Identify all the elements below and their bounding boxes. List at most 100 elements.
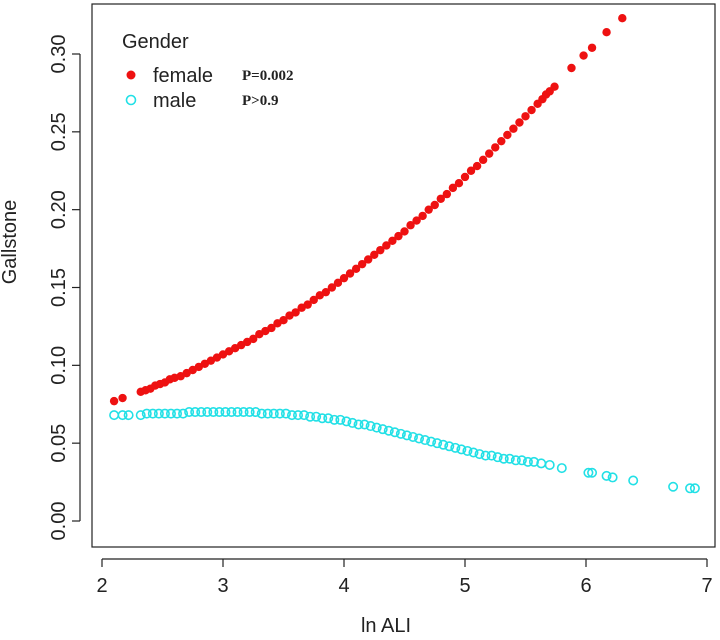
male-point bbox=[159, 408, 170, 419]
male-point bbox=[153, 408, 164, 419]
male-point bbox=[165, 408, 176, 419]
y-axis-title: Gallstone bbox=[0, 200, 21, 285]
male-point bbox=[607, 472, 618, 483]
female-point bbox=[345, 269, 355, 278]
female-point bbox=[118, 393, 127, 403]
male-point bbox=[347, 417, 358, 428]
female-point bbox=[400, 227, 409, 236]
female-point bbox=[303, 300, 312, 309]
male-point bbox=[544, 459, 555, 470]
male-point bbox=[498, 453, 509, 464]
female-point bbox=[406, 221, 415, 230]
female-point bbox=[382, 241, 391, 250]
x-tick-label: 3 bbox=[217, 575, 228, 597]
female-point bbox=[485, 149, 494, 158]
male-point bbox=[214, 407, 225, 418]
male-point bbox=[389, 427, 400, 438]
y-tick-label: 0.10 bbox=[48, 346, 70, 385]
legend-female-label: female bbox=[153, 65, 213, 87]
female-point bbox=[309, 295, 318, 305]
y-tick-label: 0.25 bbox=[48, 112, 70, 151]
legend-male-label: male bbox=[153, 90, 196, 112]
female-point bbox=[527, 105, 536, 115]
male-point bbox=[365, 421, 376, 432]
male-point bbox=[492, 452, 503, 463]
male-point bbox=[190, 407, 201, 418]
male-point bbox=[184, 407, 195, 418]
male-point bbox=[420, 435, 431, 446]
female-point bbox=[579, 51, 588, 60]
male-point bbox=[293, 410, 304, 421]
female-point bbox=[509, 124, 518, 133]
male-point bbox=[628, 475, 639, 486]
male-point bbox=[329, 414, 340, 425]
female-point bbox=[430, 200, 439, 210]
male-point bbox=[432, 438, 443, 449]
male-point bbox=[323, 413, 334, 424]
y-tick-label: 0.05 bbox=[48, 424, 70, 463]
x-tick-label: 7 bbox=[701, 575, 712, 597]
legend-title: Gender bbox=[122, 31, 189, 53]
female-point bbox=[472, 161, 482, 171]
female-point bbox=[497, 136, 506, 146]
male-point bbox=[371, 422, 382, 433]
female-point bbox=[376, 245, 385, 255]
male-point bbox=[587, 467, 598, 478]
male-point bbox=[286, 410, 297, 421]
male-point bbox=[274, 408, 285, 419]
male-point bbox=[377, 424, 388, 435]
male-point bbox=[299, 410, 310, 421]
male-point bbox=[335, 414, 346, 425]
female-point bbox=[279, 315, 288, 325]
female-point bbox=[370, 250, 379, 260]
male-point bbox=[238, 407, 249, 418]
male-point bbox=[462, 445, 473, 456]
male-point bbox=[147, 408, 158, 419]
male-point bbox=[685, 483, 696, 494]
female-point bbox=[587, 43, 597, 52]
female-point bbox=[448, 183, 458, 193]
female-point bbox=[364, 255, 373, 264]
female-point bbox=[550, 82, 559, 91]
female-point bbox=[521, 112, 530, 121]
male-point bbox=[516, 455, 527, 466]
female-point bbox=[394, 231, 403, 241]
female-point bbox=[466, 166, 476, 175]
male-point bbox=[232, 407, 243, 418]
male-point bbox=[268, 408, 279, 419]
male-point bbox=[141, 408, 152, 419]
male-point bbox=[117, 410, 128, 421]
male-point bbox=[444, 441, 455, 452]
female-point bbox=[333, 278, 343, 288]
y-tick-label: 0.30 bbox=[48, 35, 70, 74]
male-point bbox=[450, 442, 461, 453]
female-point bbox=[491, 143, 500, 152]
male-point bbox=[353, 419, 364, 430]
x-tick-label: 2 bbox=[96, 575, 107, 597]
x-tick-label: 6 bbox=[580, 575, 591, 597]
male-point bbox=[172, 408, 183, 419]
male-point bbox=[504, 453, 515, 464]
male-point bbox=[178, 408, 189, 419]
female-point bbox=[357, 259, 367, 269]
y-tick-label: 0.20 bbox=[48, 190, 70, 229]
male-point bbox=[414, 433, 425, 444]
female-point bbox=[478, 155, 488, 165]
legend-male-pvalue: P>0.9 bbox=[242, 93, 278, 109]
female-point bbox=[291, 308, 300, 317]
male-point bbox=[123, 410, 134, 421]
male-point bbox=[280, 408, 291, 419]
male-point bbox=[244, 407, 255, 418]
male-point bbox=[407, 431, 418, 442]
male-point bbox=[528, 456, 539, 467]
y-tick-label: 0.15 bbox=[48, 268, 70, 307]
male-point bbox=[305, 411, 316, 422]
x-axis-title: ln ALI bbox=[361, 615, 411, 637]
y-tick-label: 0.00 bbox=[48, 502, 70, 541]
female-point bbox=[109, 396, 119, 406]
male-point bbox=[317, 413, 328, 424]
female-point bbox=[454, 179, 464, 188]
male-point bbox=[208, 407, 219, 418]
y-axis: 0.00 0.05 0.10 0.15 0.20 0.25 0.30 bbox=[48, 35, 81, 541]
male-point bbox=[556, 463, 567, 474]
